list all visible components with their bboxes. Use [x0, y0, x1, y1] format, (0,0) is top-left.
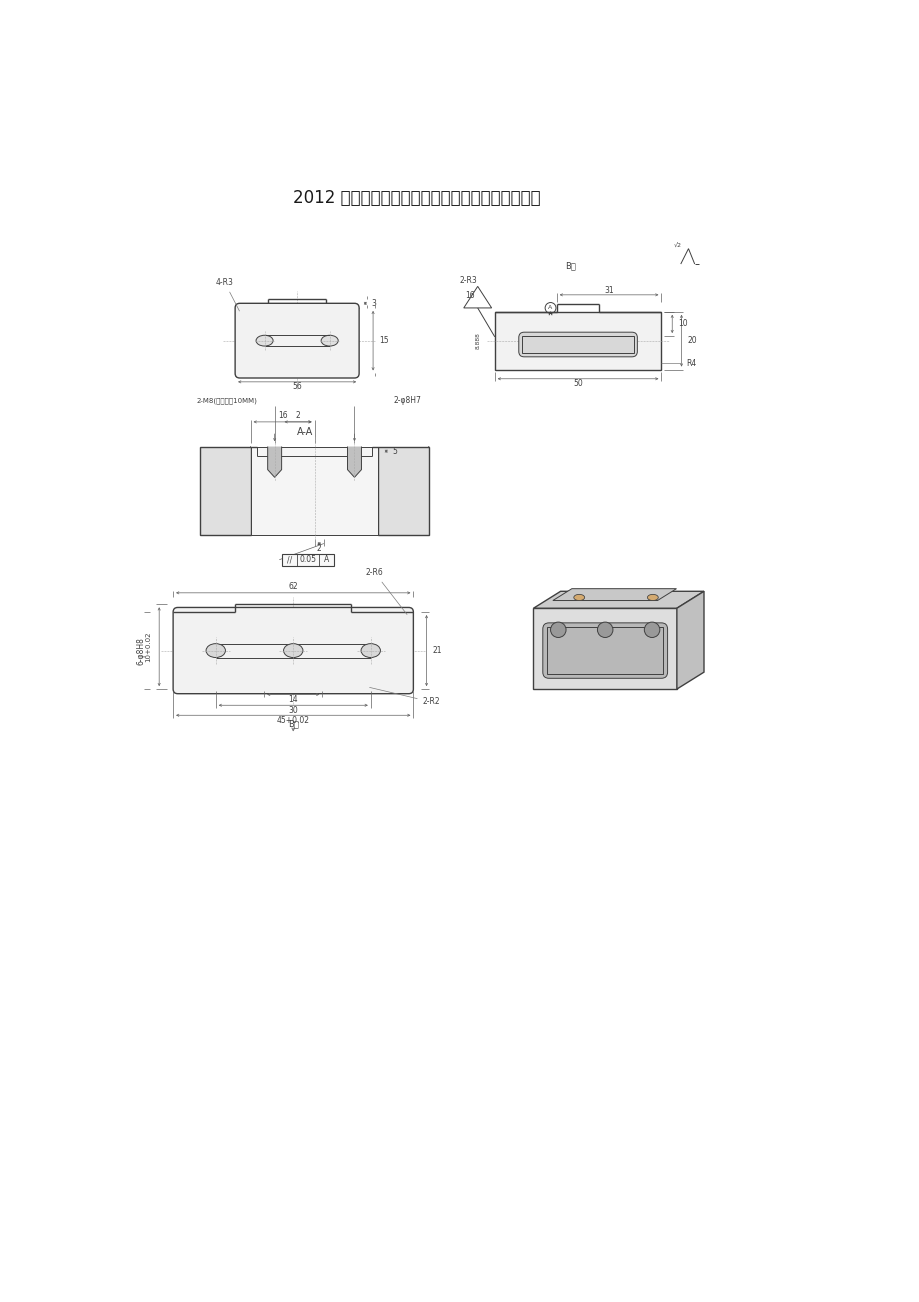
- Text: 14: 14: [289, 695, 298, 704]
- Text: 2: 2: [295, 411, 301, 421]
- Bar: [200, 447, 250, 535]
- Bar: [521, 336, 633, 353]
- Text: A: A: [323, 555, 329, 564]
- Text: 20: 20: [687, 336, 697, 345]
- Text: 30: 30: [288, 706, 298, 715]
- Bar: [494, 311, 661, 370]
- Text: 10: 10: [677, 319, 687, 328]
- Text: A-A: A-A: [297, 427, 312, 437]
- Text: 16: 16: [278, 411, 287, 421]
- Text: 2: 2: [316, 544, 322, 553]
- Ellipse shape: [573, 595, 584, 600]
- Text: 3: 3: [371, 299, 376, 307]
- Text: B向: B向: [564, 262, 575, 270]
- Text: 15: 15: [379, 336, 389, 345]
- FancyBboxPatch shape: [542, 622, 667, 678]
- Text: 0.05: 0.05: [300, 555, 316, 564]
- Bar: [547, 628, 663, 673]
- Polygon shape: [533, 591, 703, 608]
- Text: R4: R4: [661, 359, 696, 368]
- Circle shape: [643, 622, 659, 638]
- Text: 2-φ8H7: 2-φ8H7: [393, 396, 422, 405]
- Ellipse shape: [206, 643, 225, 658]
- Text: 62: 62: [289, 582, 298, 591]
- Text: 2-R2: 2-R2: [369, 687, 440, 707]
- Text: 4-R3: 4-R3: [216, 277, 239, 311]
- Ellipse shape: [255, 335, 273, 346]
- Polygon shape: [676, 591, 703, 689]
- Polygon shape: [552, 589, 675, 600]
- Text: 2012 年山东省职业技能大赛（中职）数控铣实操题: 2012 年山东省职业技能大赛（中职）数控铣实操题: [293, 189, 540, 207]
- Ellipse shape: [647, 595, 658, 600]
- FancyBboxPatch shape: [518, 332, 637, 357]
- Text: 31: 31: [604, 285, 613, 294]
- Text: 50: 50: [573, 379, 583, 388]
- Ellipse shape: [283, 643, 302, 658]
- FancyBboxPatch shape: [173, 608, 413, 694]
- FancyBboxPatch shape: [235, 303, 358, 378]
- Bar: [281, 553, 334, 566]
- Bar: [378, 447, 428, 535]
- Text: 10+0.02: 10+0.02: [145, 631, 151, 661]
- Text: 45+0.02: 45+0.02: [277, 716, 310, 725]
- Text: 8.888: 8.888: [475, 332, 480, 349]
- Text: √2: √2: [673, 243, 681, 249]
- Bar: [533, 608, 676, 689]
- Text: A: A: [548, 306, 552, 310]
- Text: 2-R3: 2-R3: [460, 276, 477, 285]
- Text: 56: 56: [292, 381, 301, 391]
- Text: //: //: [287, 555, 291, 564]
- Circle shape: [550, 622, 565, 638]
- Polygon shape: [267, 447, 281, 478]
- Bar: [250, 447, 378, 535]
- Text: 2-M8(有效深度10MM): 2-M8(有效深度10MM): [196, 397, 257, 404]
- Text: B向: B向: [288, 719, 299, 728]
- Text: 16: 16: [465, 292, 474, 299]
- Text: 2-R6: 2-R6: [366, 568, 406, 615]
- Text: 6-φ8H8: 6-φ8H8: [136, 637, 145, 664]
- Polygon shape: [347, 447, 361, 478]
- Circle shape: [596, 622, 612, 638]
- Text: 5: 5: [392, 447, 397, 456]
- Ellipse shape: [321, 335, 338, 346]
- Text: 21: 21: [432, 646, 442, 655]
- Ellipse shape: [360, 643, 380, 658]
